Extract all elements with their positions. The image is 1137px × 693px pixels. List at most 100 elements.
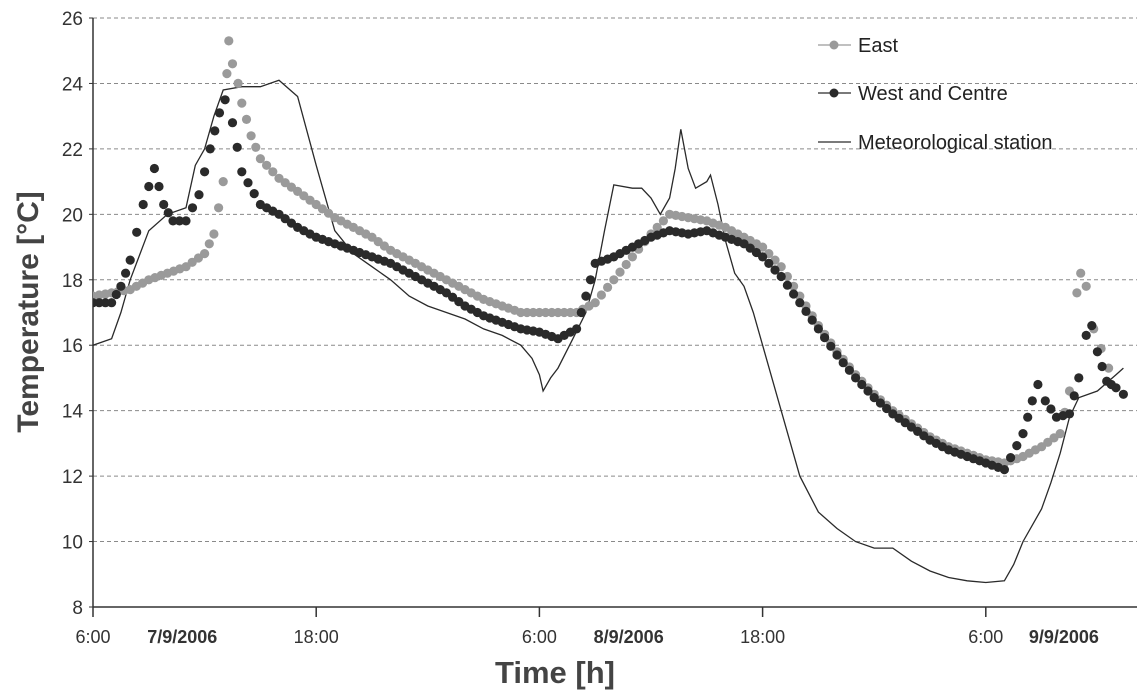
y-tick-labels: 8 10 12 14 16 18 20 22 24 26 bbox=[62, 9, 93, 619]
point-east-26 bbox=[233, 78, 243, 88]
point-west-and-centre-167 bbox=[1092, 347, 1102, 357]
date-label-0: 7/9/2006 bbox=[147, 627, 217, 647]
point-west-and-centre-81 bbox=[572, 324, 582, 334]
point-east-18 bbox=[200, 249, 210, 259]
point-west-and-centre-159 bbox=[1046, 404, 1056, 414]
point-east-163 bbox=[1072, 288, 1082, 298]
point-west-and-centre-24 bbox=[220, 95, 230, 105]
point-west-and-centre-164 bbox=[1074, 373, 1084, 383]
point-east-88 bbox=[609, 275, 619, 285]
point-west-and-centre-11 bbox=[149, 163, 159, 174]
point-west-and-centre-163 bbox=[1069, 391, 1079, 401]
point-east-85 bbox=[590, 298, 600, 308]
point-west-and-centre-172 bbox=[1118, 389, 1128, 399]
y-tick-label-22: 22 bbox=[62, 140, 83, 161]
legend-label-meteorological-station: Meteorological station bbox=[858, 132, 1053, 154]
series-line-meteorological-station bbox=[93, 79, 1124, 584]
point-west-and-centre-125 bbox=[838, 358, 848, 368]
point-east-32 bbox=[262, 160, 272, 170]
series bbox=[93, 36, 1128, 584]
point-east-29 bbox=[246, 131, 256, 141]
y-axis-title: Temperature [°C] bbox=[12, 191, 45, 432]
y-tick-label-26: 26 bbox=[62, 9, 83, 30]
point-west-and-centre-128 bbox=[857, 379, 867, 390]
point-west-and-centre-9 bbox=[138, 199, 148, 210]
point-east-164 bbox=[1076, 268, 1086, 278]
point-west-and-centre-124 bbox=[832, 350, 842, 360]
axes bbox=[92, 18, 1137, 608]
y-tick-label-16: 16 bbox=[62, 336, 83, 357]
point-west-and-centre-171 bbox=[1111, 383, 1121, 393]
legend: East West and Centre Meteorological stat… bbox=[818, 35, 1053, 154]
x-tick-label-4: 6:00 bbox=[968, 627, 1003, 647]
point-west-and-centre-3 bbox=[107, 298, 117, 308]
grid-lines bbox=[93, 17, 1137, 543]
point-west-and-centre-129 bbox=[863, 386, 873, 396]
point-west-and-centre-6 bbox=[121, 268, 131, 278]
point-west-and-centre-14 bbox=[163, 208, 173, 218]
point-east-30 bbox=[251, 142, 261, 152]
point-west-and-centre-12 bbox=[154, 181, 164, 192]
point-east-23 bbox=[222, 69, 232, 79]
point-west-and-centre-8 bbox=[132, 227, 142, 237]
point-west-and-centre-116 bbox=[782, 280, 793, 290]
point-west-and-centre-26 bbox=[232, 142, 242, 152]
y-tick-label-12: 12 bbox=[62, 467, 83, 488]
point-west-and-centre-19 bbox=[194, 190, 204, 200]
series-meteorological-station bbox=[93, 79, 1124, 584]
point-west-and-centre-23 bbox=[214, 108, 225, 118]
y-tick-label-8: 8 bbox=[72, 598, 83, 619]
point-west-and-centre-117 bbox=[789, 289, 799, 299]
point-west-and-centre-119 bbox=[801, 306, 811, 316]
point-west-and-centre-168 bbox=[1097, 361, 1107, 372]
y-tick-label-24: 24 bbox=[62, 74, 84, 95]
point-west-and-centre-120 bbox=[807, 315, 817, 325]
point-east-95 bbox=[652, 222, 662, 232]
point-west-and-centre-162 bbox=[1064, 409, 1075, 419]
point-east-19 bbox=[204, 239, 214, 249]
date-label-2: 9/9/2006 bbox=[1029, 627, 1099, 647]
point-west-and-centre-114 bbox=[770, 265, 780, 275]
point-west-and-centre-13 bbox=[159, 199, 169, 210]
point-east-87 bbox=[603, 282, 613, 292]
point-east-96 bbox=[658, 216, 669, 226]
point-east-91 bbox=[627, 252, 638, 262]
x-axis-title: Time [h] bbox=[495, 655, 615, 690]
x-tick-label-3: 18:00 bbox=[740, 627, 785, 647]
legend-label-west-and-centre: West and Centre bbox=[858, 83, 1008, 105]
point-east-25 bbox=[227, 59, 238, 69]
point-east-31 bbox=[255, 154, 265, 164]
point-west-and-centre-113 bbox=[764, 258, 774, 268]
point-west-and-centre-18 bbox=[187, 203, 198, 213]
legend-item-east: East bbox=[818, 35, 898, 57]
date-label-1: 8/9/2006 bbox=[594, 627, 664, 647]
point-west-and-centre-121 bbox=[813, 324, 824, 334]
point-west-and-centre-17 bbox=[181, 216, 191, 226]
point-west-and-centre-84 bbox=[585, 275, 596, 285]
point-west-and-centre-25 bbox=[227, 118, 238, 128]
point-west-and-centre-126 bbox=[844, 365, 855, 375]
point-west-and-centre-157 bbox=[1033, 379, 1043, 390]
legend-item-west-and-centre: West and Centre bbox=[818, 83, 1008, 105]
point-west-and-centre-115 bbox=[776, 271, 786, 282]
point-east-160 bbox=[1055, 429, 1065, 439]
point-east-21 bbox=[214, 203, 224, 213]
point-east-28 bbox=[241, 114, 252, 124]
point-west-and-centre-21 bbox=[205, 144, 215, 154]
point-west-and-centre-154 bbox=[1018, 429, 1028, 439]
point-west-and-centre-15 bbox=[168, 216, 178, 226]
legend-marker-east bbox=[829, 40, 839, 50]
point-west-and-centre-153 bbox=[1012, 441, 1022, 451]
point-west-and-centre-165 bbox=[1081, 330, 1091, 340]
point-east-22 bbox=[218, 177, 228, 187]
y-tick-label-14: 14 bbox=[62, 402, 84, 423]
point-east-86 bbox=[596, 290, 607, 300]
series-west-and-centre bbox=[93, 95, 1128, 475]
x-tick-labels: 6:00 18:00 6:00 18:00 6:00 7/9/2006 8/9/2006 9/… bbox=[75, 607, 1099, 647]
point-east-89 bbox=[615, 267, 625, 277]
point-west-and-centre-7 bbox=[125, 255, 135, 265]
point-east-27 bbox=[237, 98, 247, 108]
point-west-and-centre-112 bbox=[758, 252, 768, 262]
point-west-and-centre-130 bbox=[869, 393, 879, 403]
y-tick-label-20: 20 bbox=[62, 205, 83, 226]
